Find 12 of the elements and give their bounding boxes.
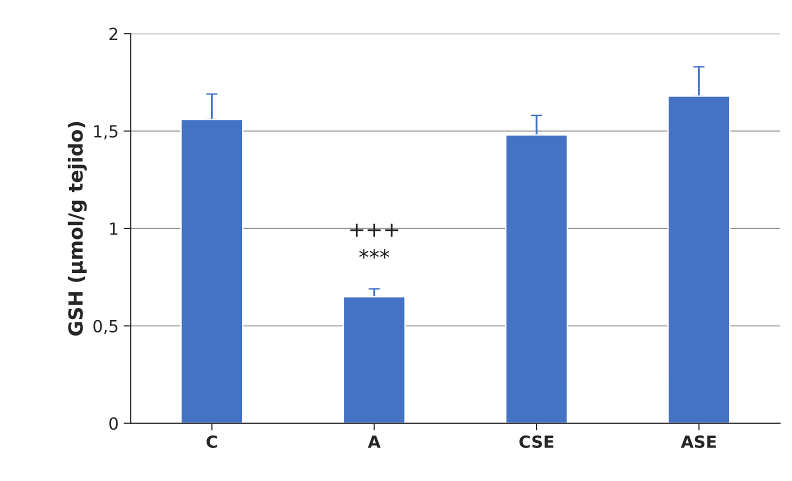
annotation: *** (359, 249, 390, 259)
y-tick-label: 1,5 (94, 125, 118, 140)
x-tick-label: CSE (519, 435, 554, 448)
x-tick-label: ASE (680, 435, 716, 448)
x-tick-label: A (368, 436, 381, 448)
y-axis-title: GSH (µmol/g tejido) (68, 122, 87, 336)
x-tick-label: C (206, 435, 217, 448)
y-tick-label: 1 (110, 222, 118, 235)
annotation: +++ (350, 224, 398, 237)
y-tick-label: 0 (109, 417, 118, 430)
y-tick-label: 2 (109, 28, 118, 40)
y-tick-label: 0,5 (93, 320, 118, 334)
